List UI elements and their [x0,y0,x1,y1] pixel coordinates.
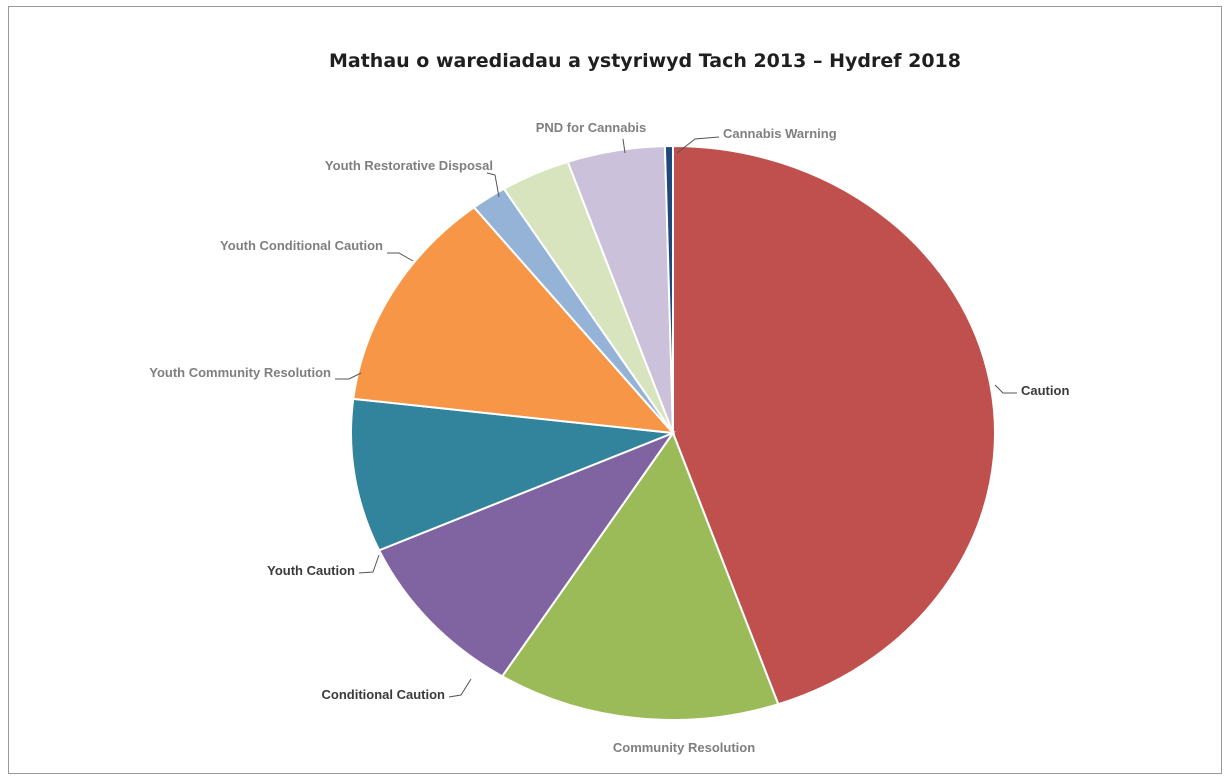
leader-line [486,172,500,198]
pie-chart: Mathau o warediadau a ystyriwyd Tach 201… [149,50,1069,755]
slice-label: Community Resolution [613,740,755,755]
slice-label: PND for Cannabis [536,120,647,135]
leader-line [994,384,1017,394]
leader-line [358,554,380,574]
chart-title: Mathau o warediadau a ystyriwyd Tach 201… [329,50,961,72]
leader-line [335,372,362,380]
chart-frame: Mathau o warediadau a ystyriwyd Tach 201… [8,6,1222,774]
pie-slice-youth-caution [350,397,674,552]
pie-slice-conditional-caution [377,430,676,678]
pie-slice-youth-community-resolution [352,206,676,435]
pie-slice-cannabis-warning [663,144,674,434]
slice-label: Youth Caution [267,563,355,578]
leader-line [676,136,720,154]
leader-line [448,678,472,698]
pie-slice-community-resolution [500,430,780,721]
slice-label: Youth Conditional Caution [220,238,383,253]
leader-line [622,138,626,154]
slice-label: Cannabis Warning [723,126,837,141]
pie-slice-caution [672,144,996,706]
slice-label: Conditional Caution [322,687,446,702]
slice-label: Caution [1021,383,1069,398]
slice-label: Youth Restorative Disposal [325,158,493,173]
slice-label: Youth Community Resolution [149,365,331,380]
leader-line [387,252,414,262]
